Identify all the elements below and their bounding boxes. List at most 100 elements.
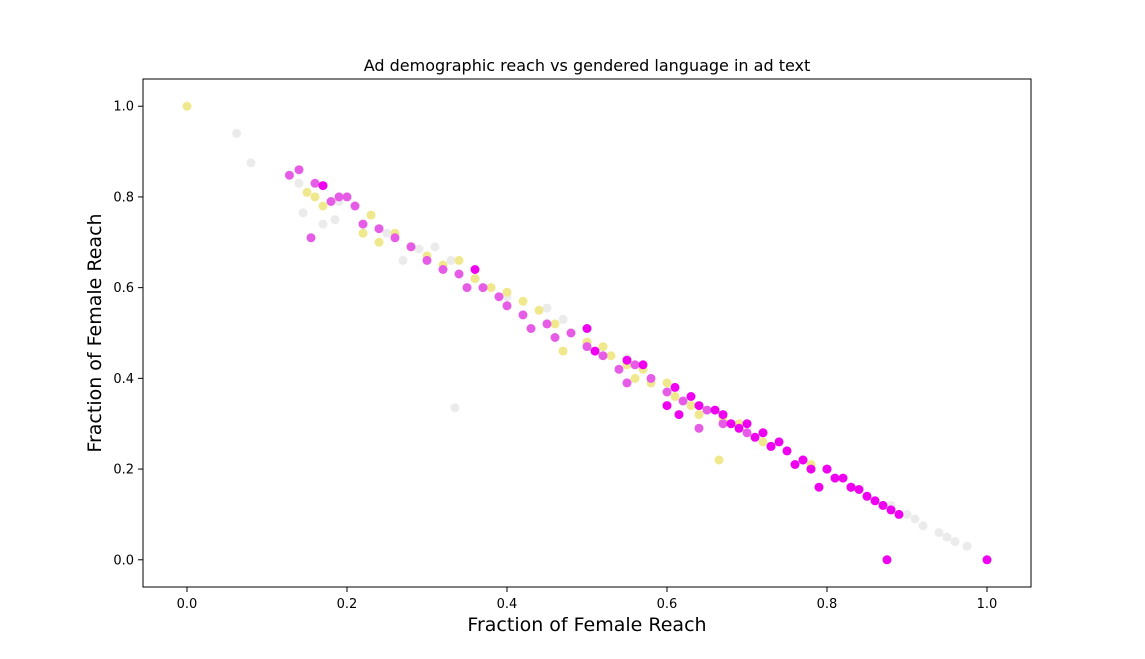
x-tick-label: 0.0: [177, 597, 198, 612]
data-point: [486, 283, 496, 293]
data-point: [882, 555, 892, 565]
data-point: [878, 500, 888, 510]
data-point: [374, 224, 384, 234]
data-point: [330, 215, 340, 225]
data-point: [558, 346, 568, 356]
data-point: [470, 265, 480, 274]
data-point: [478, 283, 488, 293]
data-point: [726, 419, 736, 429]
data-point: [670, 392, 680, 401]
x-tick-label: 0.4: [497, 597, 518, 612]
data-point: [318, 201, 328, 211]
data-point: [390, 233, 400, 243]
y-tick-label: 0.8: [113, 190, 134, 205]
data-point: [414, 244, 424, 254]
data-point: [694, 423, 704, 433]
data-point: [694, 401, 704, 411]
data-point: [318, 219, 328, 229]
data-point: [774, 437, 784, 447]
data-point: [894, 509, 904, 519]
data-point: [550, 333, 560, 342]
data-point: [918, 521, 928, 531]
data-point: [550, 319, 560, 329]
data-point: [686, 392, 696, 401]
data-point: [598, 351, 608, 361]
data-point: [622, 378, 632, 388]
data-point: [886, 505, 896, 515]
x-tick-label: 0.6: [657, 597, 678, 612]
data-point: [502, 287, 512, 297]
data-point: [950, 537, 960, 547]
data-point: [614, 364, 624, 374]
data-point: [942, 532, 952, 542]
data-point: [750, 432, 760, 442]
data-point: [438, 265, 448, 274]
data-point: [678, 396, 688, 406]
data-point: [294, 165, 304, 175]
y-tick-label: 0.4: [113, 372, 134, 387]
data-point: [718, 419, 728, 429]
data-point: [790, 460, 800, 469]
data-point: [962, 541, 972, 551]
data-point: [334, 192, 344, 202]
data-point: [686, 401, 696, 411]
data-point: [232, 128, 242, 138]
data-point: [814, 482, 824, 492]
points-layer: [182, 101, 992, 565]
data-point: [982, 555, 992, 565]
data-point: [542, 319, 552, 329]
data-point: [622, 355, 632, 365]
x-axis-label: Fraction of Female Reach: [467, 614, 706, 636]
data-point: [830, 473, 840, 483]
data-point: [342, 192, 352, 202]
data-point: [662, 401, 672, 411]
data-point: [742, 419, 752, 429]
data-point: [446, 255, 456, 265]
data-point: [838, 473, 848, 483]
data-point: [422, 255, 432, 265]
chart-title: Ad demographic reach vs gendered languag…: [364, 56, 811, 75]
data-point: [902, 509, 912, 519]
data-point: [542, 303, 552, 313]
data-point: [358, 228, 368, 238]
data-point: [734, 423, 744, 433]
data-point: [302, 187, 312, 197]
data-point: [702, 405, 712, 415]
data-point: [382, 228, 392, 238]
y-tick-label: 0.6: [113, 281, 134, 296]
data-point: [694, 410, 704, 420]
data-point: [430, 242, 440, 252]
data-point: [318, 181, 328, 191]
data-point: [294, 178, 304, 188]
data-point: [310, 178, 320, 188]
data-point: [638, 360, 648, 370]
data-point: [374, 237, 384, 247]
data-point: [846, 482, 856, 492]
y-tick-label: 0.0: [113, 553, 134, 568]
data-point: [366, 210, 376, 220]
data-point: [398, 255, 408, 265]
data-point: [298, 208, 308, 218]
x-tick-label: 0.2: [337, 597, 358, 612]
data-point: [758, 437, 768, 447]
data-point: [494, 292, 504, 302]
data-point: [518, 296, 528, 306]
data-point: [674, 410, 684, 420]
data-point: [454, 255, 464, 265]
data-point: [350, 201, 360, 211]
data-point: [822, 464, 832, 474]
data-point: [526, 324, 536, 333]
data-point: [306, 233, 316, 243]
y-tick-label: 1.0: [113, 100, 134, 115]
plot-frame: [142, 78, 1032, 588]
data-point: [630, 360, 640, 370]
data-point: [558, 314, 568, 324]
data-point: [854, 485, 864, 494]
data-point: [534, 305, 544, 315]
data-point: [934, 528, 944, 538]
data-point: [462, 283, 472, 293]
data-point: [714, 455, 724, 465]
data-point: [798, 455, 808, 465]
data-point: [582, 342, 592, 352]
